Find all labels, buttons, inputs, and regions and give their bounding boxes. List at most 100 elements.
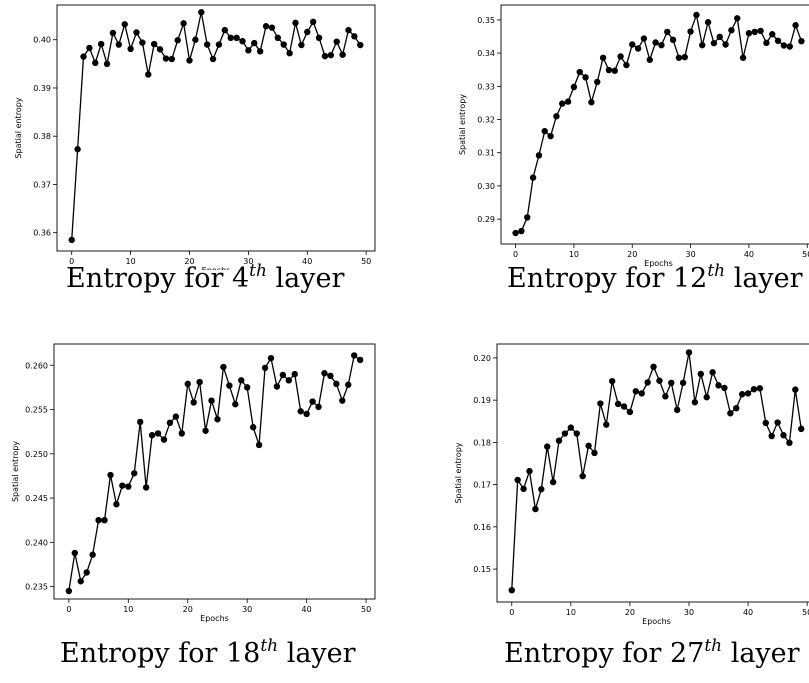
x-tick-label: 50 [361,257,371,266]
data-point [559,100,566,107]
y-tick-label: 0.15 [473,565,491,574]
data-point [71,549,79,557]
x-tick-label: 30 [242,605,252,614]
data-point [256,48,264,55]
data-point [339,397,346,404]
data-point [245,47,252,54]
data-point [109,29,117,37]
data-point [792,22,799,29]
data-point [184,380,191,388]
data-point [614,400,622,408]
y-tick-label: 0.20 [473,354,491,363]
caption-prefix: Entropy for [60,638,226,669]
y-tick-label: 0.36 [33,229,51,238]
data-point [745,30,753,37]
data-point [249,424,257,431]
caption-layer-18: Entropy for 18th layer [60,638,356,670]
data-point [192,36,199,43]
data-point [687,28,694,35]
data-point [156,46,164,53]
data-point [186,57,193,64]
series-line [71,12,361,240]
data-point [547,132,554,140]
caption-superscript: th [249,261,267,281]
data-point [262,23,270,30]
data-point [605,66,613,74]
data-point [553,113,560,120]
x-axis-label: Epochs [642,617,671,626]
y-tick-label: 0.250 [25,450,48,459]
data-point [297,408,304,415]
axes-frame [496,343,809,603]
caption-layer-4: Entropy for 4th layer [66,261,344,295]
data-point [125,483,132,490]
data-point [273,383,281,390]
data-point [83,569,90,576]
data-point [80,53,87,60]
y-tick-label: 0.18 [473,438,491,447]
data-point [166,419,174,427]
data-point [172,413,180,420]
data-point [792,386,799,393]
data-point [327,372,334,380]
data-point [573,430,580,437]
data-point [233,34,240,41]
data-point [668,379,675,387]
data-point [611,67,618,74]
data-point [251,39,258,47]
caption-prefix: Entropy for [507,263,673,294]
y-axis-label: Spatial entropy [11,441,20,502]
data-point [768,432,775,440]
data-point [345,381,352,388]
data-point [650,363,657,371]
data-point [274,34,282,41]
data-point [535,152,543,159]
data-point [150,40,158,48]
data-point [127,45,134,53]
x-tick-label: 20 [625,608,635,617]
data-point [532,505,539,513]
y-tick-label: 0.37 [33,180,51,189]
data-point [101,516,108,524]
x-tick-label: 10 [123,605,133,614]
data-point [350,352,358,359]
data-point [734,15,741,22]
data-point [716,33,723,41]
caption-number: 12 [672,263,708,294]
data-point [640,35,648,42]
data-point [739,54,747,61]
data-point [774,419,781,426]
x-tick-label: 0 [69,257,74,266]
data-point [617,53,624,60]
data-point [115,41,123,48]
data-point [544,443,551,450]
data-point [136,418,144,426]
data-point [750,385,758,393]
x-axis-label: Epochs [644,259,673,268]
data-point [662,393,669,400]
data-point [567,424,575,431]
data-point [74,146,81,153]
data-point [239,37,246,45]
data-point [520,485,527,493]
axes-frame [56,4,376,252]
data-point [658,41,665,49]
data-point [226,382,233,389]
data-point [174,37,181,44]
data-point [232,401,239,408]
y-tick-label: 0.16 [473,523,491,532]
data-point [594,78,601,86]
data-point [664,28,671,36]
data-point [798,37,805,45]
y-tick-label: 0.235 [25,583,48,592]
x-tick-label: 50 [361,605,371,614]
x-tick-label: 40 [744,250,754,259]
data-point [131,470,138,477]
data-point [786,43,793,50]
data-point [693,11,700,19]
data-point [646,56,653,63]
x-tick-label: 10 [569,250,579,259]
data-point [190,399,197,406]
data-point [327,51,335,59]
data-point [710,39,718,47]
